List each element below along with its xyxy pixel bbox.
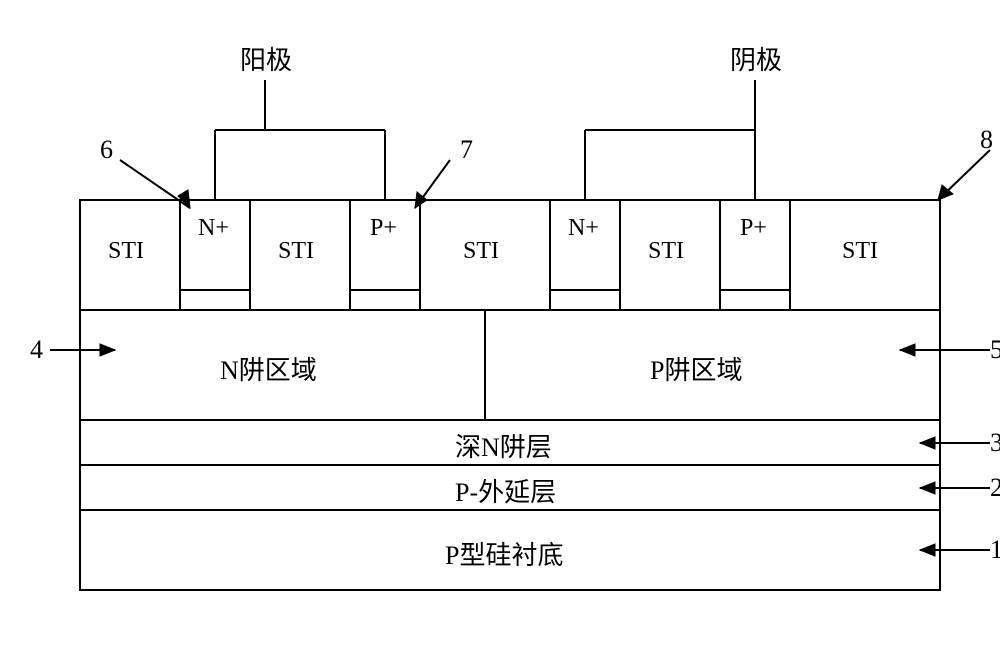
sti4-text: STI <box>648 238 684 265</box>
nplus1-rect <box>180 200 250 290</box>
sti1-text: STI <box>108 238 144 265</box>
arrow-2-head <box>920 482 935 494</box>
anode-label: 阳极 <box>240 40 292 77</box>
pplus2-text: P+ <box>740 215 767 242</box>
nplus2-rect <box>550 200 620 290</box>
label-6: 6 <box>100 135 113 165</box>
nplus2-text: N+ <box>568 215 599 242</box>
deep-nwell-text: 深N阱层 <box>455 427 552 464</box>
pwell-text: P阱区域 <box>650 350 742 387</box>
nwell-text: N阱区域 <box>220 350 317 387</box>
arrow-5-head <box>900 344 915 356</box>
sti2-text: STI <box>278 238 314 265</box>
label-3: 3 <box>990 428 1000 458</box>
sti3-text: STI <box>463 238 499 265</box>
label-8: 8 <box>980 125 993 155</box>
pplus1-rect <box>350 200 420 290</box>
cathode-label: 阴极 <box>730 40 782 77</box>
pplus1-text: P+ <box>370 215 397 242</box>
arrow-4-head <box>100 344 115 356</box>
arrow-1-head <box>920 544 935 556</box>
p-substrate-text: P型硅衬底 <box>445 535 563 572</box>
label-7: 7 <box>460 135 473 165</box>
label-4: 4 <box>30 335 43 365</box>
label-1: 1 <box>990 535 1000 565</box>
nplus1-text: N+ <box>198 215 229 242</box>
arrow-3-head <box>920 437 935 449</box>
p-epi-text: P-外延层 <box>455 472 556 509</box>
diagram-container: 阳极 阴极 6 7 8 4 5 3 2 1 STI N+ STI P+ STI … <box>20 20 1000 644</box>
pplus2-rect <box>720 200 790 290</box>
label-5: 5 <box>990 335 1000 365</box>
label-2: 2 <box>990 473 1000 503</box>
sti5-text: STI <box>842 238 878 265</box>
